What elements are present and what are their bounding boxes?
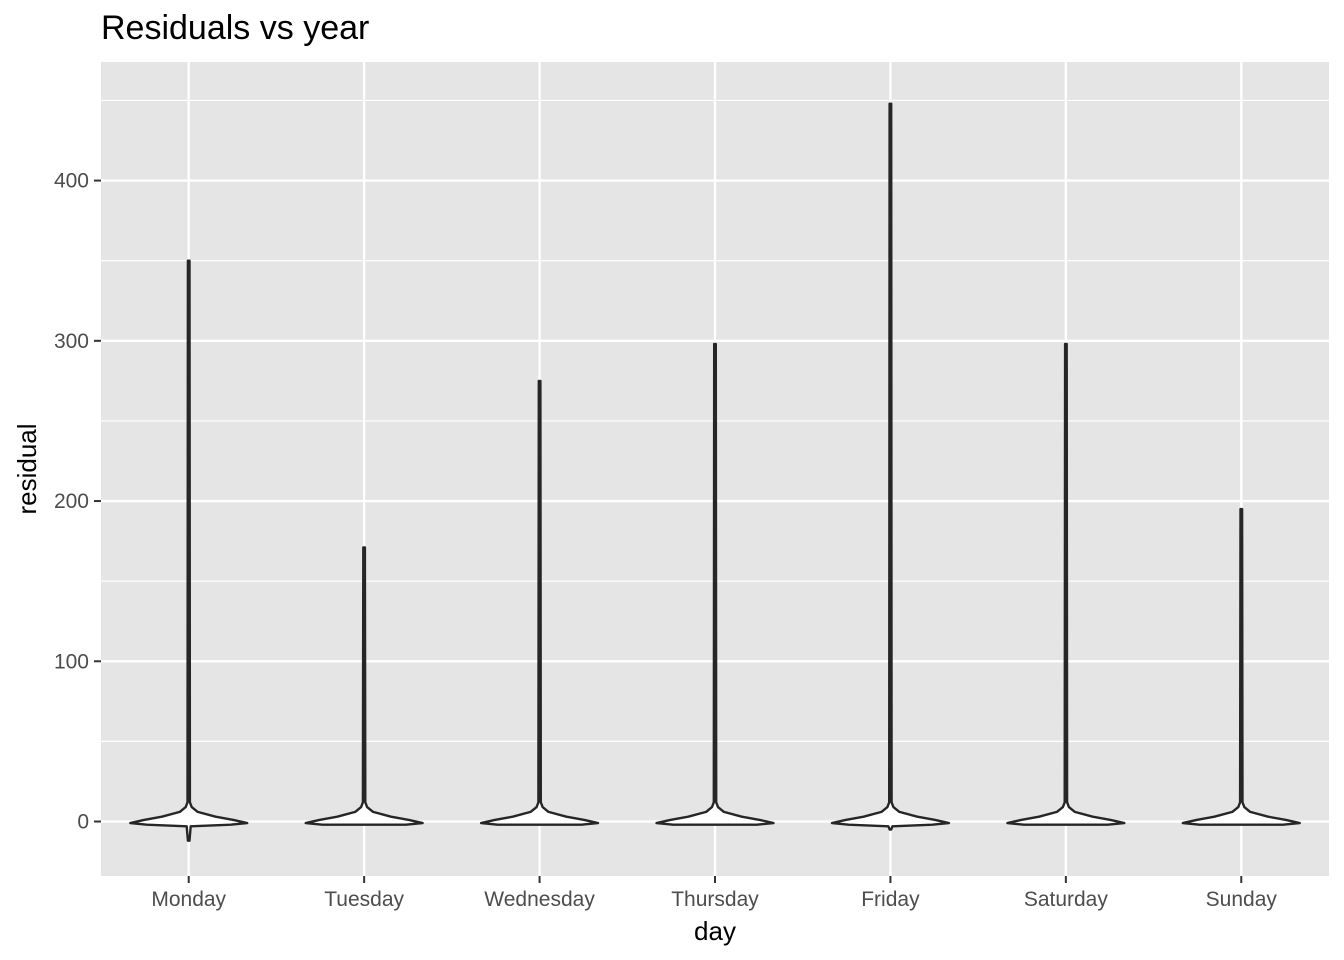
y-tick-label: 300: [54, 330, 89, 353]
y-axis-title: residual: [12, 423, 42, 514]
x-axis: Monday Tuesday Wednesday Thursday Friday Satu…: [151, 876, 1277, 911]
x-tick-label-wednesday: Wednesday: [484, 888, 595, 911]
violin-monday: [129, 259, 249, 842]
y-tick-label: 0: [77, 811, 89, 834]
x-tick-label-sunday: Sunday: [1206, 888, 1278, 911]
y-tick-label: 100: [54, 650, 89, 673]
violin-sunday: [1181, 507, 1301, 826]
y-tick-label: 200: [54, 490, 89, 513]
y-axis: 0 100 200 300 400: [54, 170, 101, 834]
violin-tuesday: [304, 546, 424, 826]
x-tick-label-thursday: Thursday: [671, 888, 759, 911]
violin-friday: [830, 102, 951, 831]
x-tick-label-friday: Friday: [861, 888, 920, 911]
x-axis-title: day: [694, 916, 736, 946]
chart-title: Residuals vs year: [101, 9, 369, 47]
x-tick-label-tuesday: Tuesday: [324, 888, 404, 911]
violins: [129, 102, 1301, 842]
violin-wednesday: [479, 379, 600, 826]
violin-saturday: [1006, 342, 1126, 826]
x-tick-label-monday: Monday: [151, 888, 226, 911]
x-tick-label-saturday: Saturday: [1024, 888, 1109, 911]
violin-thursday: [655, 342, 775, 826]
y-tick-label: 400: [54, 170, 89, 193]
